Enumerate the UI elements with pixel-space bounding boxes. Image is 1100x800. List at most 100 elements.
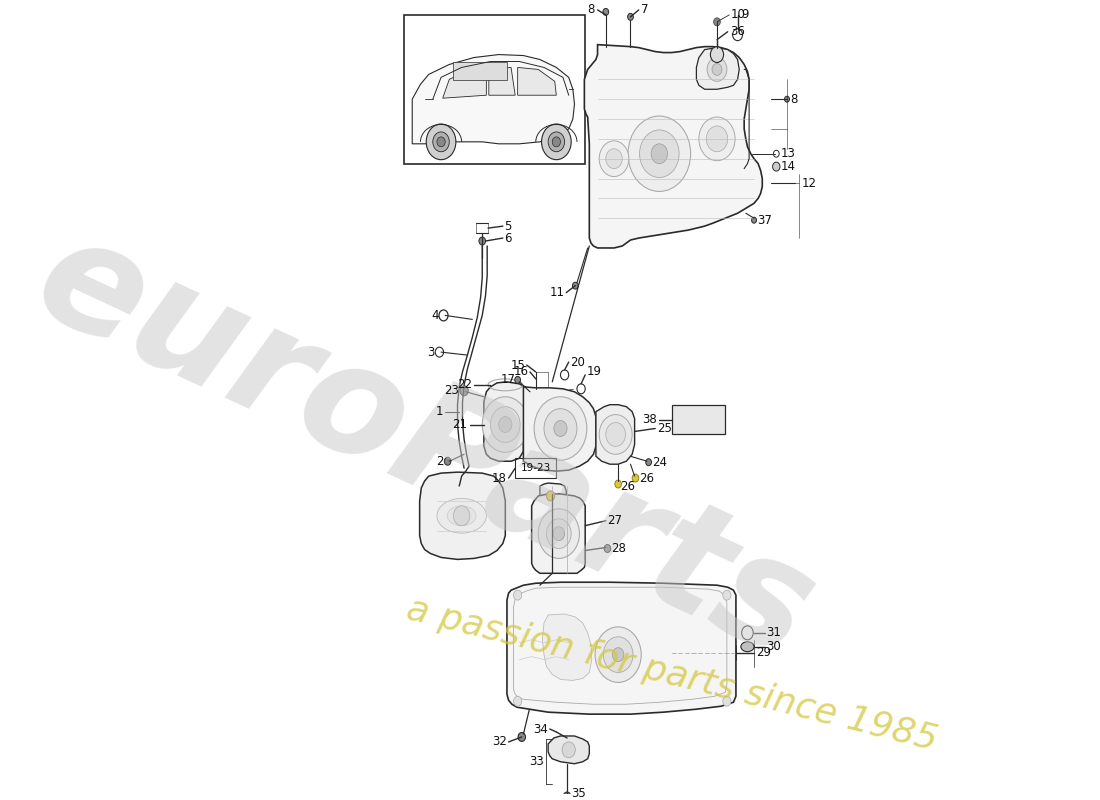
Text: 37: 37 <box>757 214 772 226</box>
Circle shape <box>553 526 564 541</box>
Circle shape <box>478 237 485 245</box>
Circle shape <box>482 397 528 452</box>
Text: 33: 33 <box>529 755 544 768</box>
Circle shape <box>453 506 470 526</box>
Text: 28: 28 <box>610 542 626 555</box>
Polygon shape <box>524 387 596 471</box>
Text: 8: 8 <box>790 93 798 106</box>
Circle shape <box>552 137 561 146</box>
Circle shape <box>706 126 728 152</box>
Polygon shape <box>442 70 486 98</box>
Circle shape <box>772 162 780 171</box>
Text: 34: 34 <box>534 722 548 735</box>
Text: a passion for parts since 1985: a passion for parts since 1985 <box>403 592 940 757</box>
Circle shape <box>606 149 623 169</box>
Text: 25: 25 <box>657 422 672 435</box>
Text: 7: 7 <box>641 3 649 17</box>
Text: 1: 1 <box>436 405 442 418</box>
Circle shape <box>613 648 624 662</box>
Polygon shape <box>419 472 505 559</box>
Circle shape <box>639 130 679 178</box>
Text: 18: 18 <box>492 471 507 485</box>
Circle shape <box>600 141 629 177</box>
Polygon shape <box>531 494 585 574</box>
Circle shape <box>460 386 469 396</box>
Circle shape <box>563 792 571 800</box>
Circle shape <box>723 590 732 600</box>
Circle shape <box>572 282 579 289</box>
Circle shape <box>547 491 554 501</box>
Text: 26: 26 <box>639 471 653 485</box>
Polygon shape <box>536 483 566 561</box>
Text: 27: 27 <box>607 514 623 527</box>
Circle shape <box>603 637 632 673</box>
Circle shape <box>698 117 735 161</box>
Polygon shape <box>696 48 739 90</box>
Polygon shape <box>518 67 557 95</box>
Polygon shape <box>542 614 592 681</box>
Polygon shape <box>584 45 762 248</box>
Circle shape <box>651 144 668 164</box>
Polygon shape <box>548 736 590 764</box>
Circle shape <box>714 18 720 26</box>
Bar <box>672 405 725 434</box>
Circle shape <box>707 58 727 82</box>
Circle shape <box>712 63 722 75</box>
Circle shape <box>603 9 608 15</box>
Polygon shape <box>412 54 574 144</box>
Text: 14: 14 <box>780 160 795 173</box>
Text: 10: 10 <box>732 8 746 22</box>
Bar <box>515 458 557 478</box>
Text: 23: 23 <box>444 384 459 398</box>
Polygon shape <box>596 405 635 464</box>
Circle shape <box>554 421 568 437</box>
Circle shape <box>615 480 622 488</box>
Circle shape <box>595 627 641 682</box>
Circle shape <box>514 590 521 600</box>
Circle shape <box>544 409 578 448</box>
Circle shape <box>628 14 634 20</box>
Circle shape <box>628 116 691 191</box>
Circle shape <box>514 696 521 706</box>
Circle shape <box>604 545 611 553</box>
Circle shape <box>606 422 626 446</box>
Circle shape <box>538 509 580 558</box>
Text: 5: 5 <box>505 220 512 233</box>
Circle shape <box>600 414 632 454</box>
Text: 16: 16 <box>514 366 528 378</box>
Text: 20: 20 <box>571 355 585 369</box>
Circle shape <box>547 518 571 549</box>
Ellipse shape <box>741 642 755 652</box>
Text: 19: 19 <box>586 366 602 378</box>
Text: 38: 38 <box>642 413 657 426</box>
Text: 32: 32 <box>492 735 507 749</box>
Circle shape <box>751 218 757 223</box>
Circle shape <box>498 417 512 433</box>
Polygon shape <box>484 382 528 462</box>
Circle shape <box>444 458 451 465</box>
Circle shape <box>562 742 575 758</box>
Circle shape <box>548 132 564 152</box>
Text: 22: 22 <box>458 378 472 391</box>
Text: 29: 29 <box>757 646 771 659</box>
Text: 21: 21 <box>452 418 468 431</box>
Circle shape <box>535 397 586 460</box>
Circle shape <box>515 377 520 383</box>
Text: 9: 9 <box>741 8 748 22</box>
Circle shape <box>632 474 639 482</box>
Circle shape <box>426 124 455 160</box>
Circle shape <box>518 733 526 742</box>
Text: 35: 35 <box>571 787 586 800</box>
Text: 26: 26 <box>620 479 636 493</box>
Text: 6: 6 <box>505 231 512 245</box>
Circle shape <box>723 696 732 706</box>
Bar <box>404 15 585 164</box>
Ellipse shape <box>448 506 476 526</box>
Text: 19-23: 19-23 <box>520 463 551 473</box>
Circle shape <box>646 458 651 466</box>
Text: 11: 11 <box>550 286 564 299</box>
Text: 12: 12 <box>802 177 817 190</box>
Text: euroParts: euroParts <box>13 202 836 691</box>
Circle shape <box>437 137 446 146</box>
Circle shape <box>784 96 790 102</box>
